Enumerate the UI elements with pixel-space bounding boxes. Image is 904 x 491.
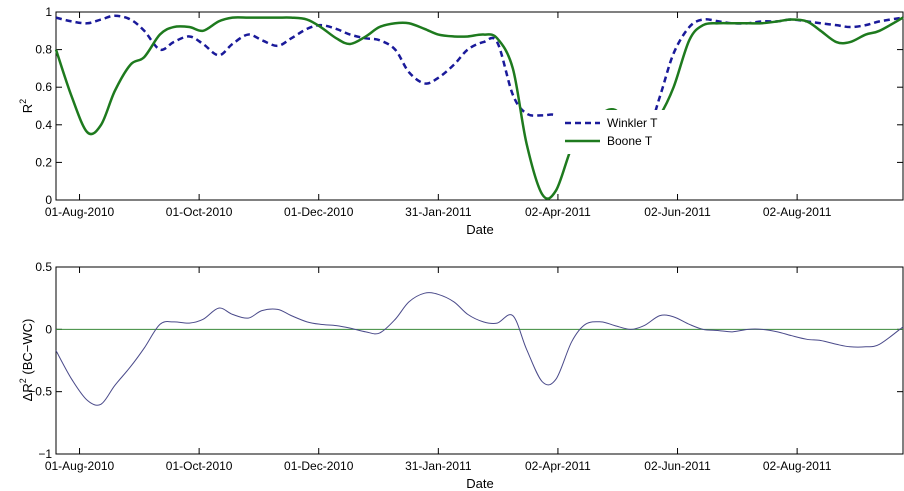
x-tick-label: 02-Aug-2011 [763,205,832,219]
top-legend: Winkler T Boone T [555,110,667,154]
top-series-group [54,14,904,200]
top-x-axis-label: Date [466,222,493,237]
series-line-boone-t [54,16,904,200]
y-tick-label: 0.8 [35,43,52,57]
top-y-axis-label: R2 [18,99,35,113]
x-tick-label: 01-Dec-2010 [284,205,354,219]
y-tick-label: 0.2 [35,155,52,169]
series-line-winkler-t [55,14,904,144]
bottom-series-group [55,292,904,406]
top-chart-panel: 01-Aug-2010 01-Oct-2010 01-Dec-2010 31-Jan-… [18,5,904,237]
legend-label-boone: Boone T [607,134,653,148]
y-tick-label: 0 [45,193,52,207]
x-tick-label: 02-Apr-2011 [525,459,591,473]
bottom-plot-frame [55,266,904,455]
y-tick-label: 1 [45,5,52,19]
y-tick-label: 0.4 [35,118,52,132]
top-plot-frame [55,11,904,201]
x-tick-label: 01-Oct-2010 [166,459,233,473]
y-tick-label: 0.6 [35,80,52,94]
top-ticks: 01-Aug-2010 01-Oct-2010 01-Dec-2010 31-Jan-… [35,5,903,219]
bottom-ticks: 01-Aug-2010 01-Oct-2010 01-Dec-2010 31-Jan-… [28,260,903,473]
x-tick-label: 02-Apr-2011 [525,205,591,219]
x-tick-label: 01-Dec-2010 [284,459,354,473]
legend-label-winkler: Winkler T [607,116,658,130]
y-tick-label: 0.5 [35,260,52,274]
x-tick-label: 02-Jun-2011 [644,459,711,473]
x-tick-label: 01-Aug-2010 [45,459,115,473]
x-tick-label: 02-Aug-2011 [763,459,832,473]
x-tick-label: 31-Jan-2011 [405,459,472,473]
series-line-series-0 [55,292,904,406]
y-tick-label: −1 [38,447,52,461]
bottom-y-axis-label: ΔR2 (BC−WC) [18,319,35,402]
y-tick-label: −0.5 [28,385,52,399]
bottom-chart-panel: 01-Aug-2010 01-Oct-2010 01-Dec-2010 31-Jan-… [18,260,904,491]
x-tick-label: 01-Oct-2010 [166,205,233,219]
x-tick-label: 01-Aug-2010 [45,205,115,219]
y-tick-label: 0 [45,322,52,336]
bottom-x-axis-label: Date [466,476,493,491]
legend-box [555,110,667,154]
x-tick-label: 31-Jan-2011 [405,205,472,219]
x-tick-label: 02-Jun-2011 [644,205,711,219]
